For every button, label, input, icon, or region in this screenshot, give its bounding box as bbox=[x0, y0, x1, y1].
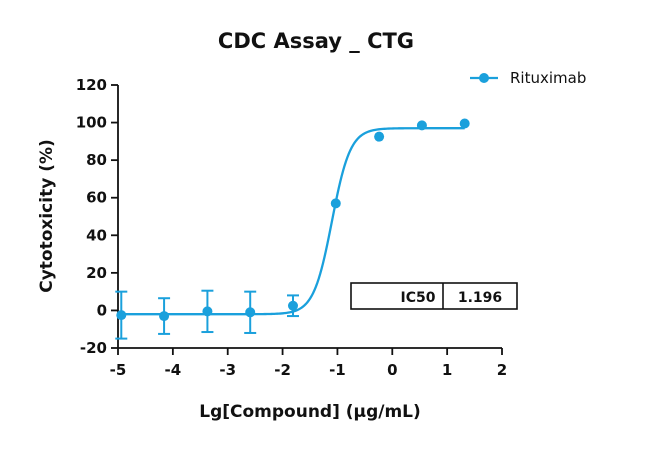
x-tick-label: 2 bbox=[497, 361, 507, 379]
y-tick-label: 80 bbox=[86, 151, 107, 169]
y-tick-label: 0 bbox=[97, 301, 107, 319]
data-point bbox=[159, 311, 170, 322]
y-tick-label: 120 bbox=[76, 76, 107, 94]
x-tick-label: -5 bbox=[110, 361, 127, 379]
plot-axes bbox=[117, 85, 502, 349]
fit-curve bbox=[121, 127, 465, 316]
data-point bbox=[116, 310, 127, 321]
x-tick-label: 1 bbox=[442, 361, 452, 379]
ic50-table-border bbox=[350, 282, 518, 310]
data-point bbox=[416, 120, 427, 131]
data-point bbox=[459, 118, 470, 129]
y-tick-label: 100 bbox=[76, 114, 107, 132]
x-tick-label: -3 bbox=[219, 361, 236, 379]
data-point bbox=[245, 307, 256, 318]
legend-series-marker bbox=[479, 73, 489, 83]
y-axis-ticks: -20 0 20 40 60 80 100 120 bbox=[76, 76, 118, 357]
data-points-layer bbox=[115, 118, 470, 340]
y-tick-label: 20 bbox=[86, 264, 107, 282]
legend-series-label: Rituximab bbox=[510, 69, 586, 87]
y-tick-label: -20 bbox=[80, 339, 107, 357]
chart-title: CDC Assay _ CTG bbox=[218, 29, 414, 53]
legend: Rituximab bbox=[470, 69, 586, 87]
x-tick-label: -2 bbox=[274, 361, 291, 379]
x-axis-title: Lg[Compound] (μg/mL) bbox=[199, 402, 421, 422]
x-tick-label: -1 bbox=[329, 361, 346, 379]
x-axis-ticks: -5 -4 -3 -2 -1 0 1 2 bbox=[110, 348, 507, 379]
x-tick-label: 0 bbox=[387, 361, 397, 379]
y-tick-label: 60 bbox=[86, 189, 107, 207]
ic50-table: IC50 1.196 bbox=[350, 282, 518, 310]
x-tick-label: -4 bbox=[165, 361, 182, 379]
y-axis-title: Cytotoxicity (%) bbox=[37, 139, 57, 293]
fit-curve-layer bbox=[121, 127, 465, 316]
data-point bbox=[330, 198, 341, 209]
data-point bbox=[287, 300, 298, 311]
y-tick-label: 40 bbox=[86, 226, 107, 244]
data-point bbox=[202, 306, 213, 317]
data-point bbox=[374, 131, 385, 142]
ic50-label: IC50 bbox=[401, 290, 436, 306]
ic50-value: 1.196 bbox=[458, 290, 502, 306]
